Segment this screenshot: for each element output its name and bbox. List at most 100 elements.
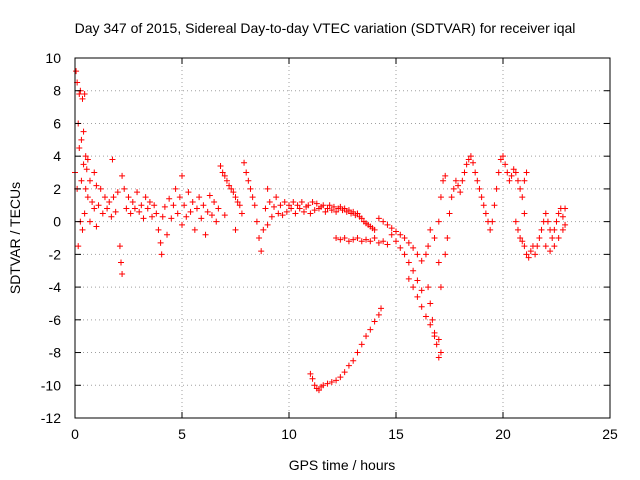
data-point xyxy=(136,208,143,215)
data-point xyxy=(463,161,470,168)
data-point xyxy=(245,177,252,184)
data-point xyxy=(371,235,378,241)
data-point xyxy=(427,226,434,233)
data-point xyxy=(514,226,521,233)
data-point xyxy=(95,202,102,209)
data-point xyxy=(333,208,340,215)
data-point xyxy=(81,210,88,217)
data-point xyxy=(84,194,91,201)
data-point xyxy=(228,185,235,192)
data-point xyxy=(380,218,387,225)
data-point xyxy=(138,202,145,209)
data-point xyxy=(104,205,111,212)
data-point xyxy=(260,226,267,233)
data-point xyxy=(191,226,198,233)
data-point xyxy=(76,145,83,151)
data-point xyxy=(437,284,444,291)
data-point xyxy=(158,251,165,258)
data-point xyxy=(354,349,361,356)
data-point xyxy=(371,318,378,325)
data-point xyxy=(290,199,297,205)
x-tick-label: 15 xyxy=(388,426,404,442)
data-point xyxy=(292,210,299,217)
data-point xyxy=(367,238,374,245)
data-point xyxy=(341,205,348,212)
data-point xyxy=(555,210,562,217)
data-point xyxy=(125,194,132,201)
x-tick-label: 5 xyxy=(178,426,186,442)
data-point xyxy=(223,177,230,184)
data-point xyxy=(110,194,117,201)
y-tick-label: -8 xyxy=(49,345,62,361)
data-point xyxy=(78,136,85,143)
data-point xyxy=(79,95,86,102)
data-point xyxy=(243,169,250,176)
data-point xyxy=(525,254,532,261)
data-point xyxy=(476,185,483,192)
data-point xyxy=(75,243,82,250)
data-point xyxy=(322,208,329,215)
data-point xyxy=(81,91,88,97)
data-point xyxy=(202,231,209,238)
data-point xyxy=(341,235,348,241)
data-point xyxy=(179,172,185,179)
y-tick-label: -12 xyxy=(41,410,61,426)
data-point xyxy=(219,169,226,176)
data-point xyxy=(264,185,271,192)
data-points xyxy=(72,68,569,394)
data-point xyxy=(542,210,549,217)
data-point xyxy=(553,218,560,225)
data-point xyxy=(562,221,569,228)
data-point xyxy=(418,287,425,294)
data-point xyxy=(358,341,365,348)
data-point xyxy=(549,235,556,241)
data-point xyxy=(431,333,438,340)
data-point xyxy=(328,207,335,214)
data-point xyxy=(551,243,558,250)
data-point xyxy=(208,212,215,219)
data-point xyxy=(78,177,85,184)
data-point xyxy=(519,238,526,245)
data-point xyxy=(467,153,474,160)
data-point xyxy=(521,177,528,184)
data-point xyxy=(275,210,282,217)
data-point xyxy=(534,243,541,250)
x-tick-label: 10 xyxy=(281,426,297,442)
data-point xyxy=(448,194,455,201)
data-point xyxy=(189,199,196,205)
data-point xyxy=(358,215,365,222)
data-point xyxy=(206,192,213,199)
data-point xyxy=(80,161,87,168)
data-point xyxy=(281,199,288,205)
data-point xyxy=(500,153,506,160)
data-point xyxy=(193,205,200,212)
data-point xyxy=(215,205,222,212)
data-point xyxy=(532,251,539,258)
data-point xyxy=(380,238,387,245)
data-point xyxy=(375,311,382,318)
data-point xyxy=(559,213,566,220)
data-point xyxy=(474,177,481,184)
data-point xyxy=(155,226,162,233)
data-point xyxy=(480,202,487,209)
data-point xyxy=(422,251,429,258)
data-point xyxy=(410,284,417,291)
data-point xyxy=(414,277,421,284)
data-point xyxy=(504,169,511,176)
data-point xyxy=(333,377,340,384)
data-point xyxy=(288,205,295,212)
data-point xyxy=(350,236,357,243)
data-point xyxy=(247,185,254,192)
data-point xyxy=(521,243,528,250)
data-point xyxy=(442,251,449,258)
data-point xyxy=(296,205,303,212)
data-point xyxy=(405,275,412,282)
data-point xyxy=(472,169,479,176)
data-point xyxy=(286,202,292,209)
data-point xyxy=(523,251,530,258)
data-point xyxy=(84,156,91,163)
data-point xyxy=(79,226,86,233)
data-point xyxy=(341,369,348,376)
data-point xyxy=(176,194,183,201)
data-point xyxy=(131,205,138,212)
